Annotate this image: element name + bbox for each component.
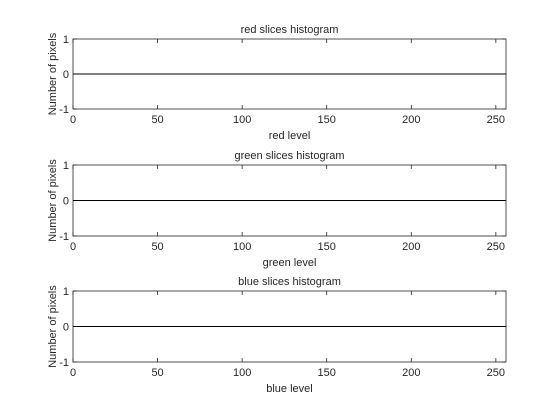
x-tick-label: 200	[402, 367, 420, 379]
y-tick-label: 0	[63, 69, 69, 81]
x-tick-label: 0	[70, 241, 76, 253]
x-tick-label: 50	[151, 241, 163, 253]
x-tick-label: 250	[487, 367, 505, 379]
chart-title: blue slices histogram	[238, 276, 341, 288]
x-tick-label: 50	[151, 114, 163, 126]
y-tick-label: 1	[63, 160, 69, 172]
y-tick-label: -1	[59, 104, 69, 116]
y-tick-label: -1	[59, 357, 69, 369]
x-tick-label: 100	[233, 367, 251, 379]
x-tick-label: 100	[233, 241, 251, 253]
y-tick-label: 0	[63, 322, 69, 334]
x-tick-label: 200	[402, 114, 420, 126]
x-tick-label: 250	[487, 241, 505, 253]
x-axis-label: blue level	[266, 383, 312, 395]
x-tick-label: 150	[318, 114, 336, 126]
chart-title: red slices histogram	[241, 24, 339, 36]
y-tick-label: 1	[63, 34, 69, 46]
x-tick-label: 0	[70, 367, 76, 379]
x-tick-label: 50	[151, 367, 163, 379]
y-tick-label: 1	[63, 286, 69, 298]
x-tick-label: 100	[233, 114, 251, 126]
x-tick-label: 150	[318, 241, 336, 253]
y-axis-label: Number of pixels	[47, 285, 59, 368]
x-tick-label: 200	[402, 241, 420, 253]
x-tick-label: 250	[487, 114, 505, 126]
y-tick-label: -1	[59, 231, 69, 243]
x-axis-label: red level	[269, 130, 311, 142]
x-axis-label: green level	[263, 257, 317, 269]
chart-title: green slices histogram	[234, 150, 344, 162]
x-tick-label: 150	[318, 367, 336, 379]
y-axis-label: Number of pixels	[47, 159, 59, 242]
x-tick-label: 0	[70, 114, 76, 126]
y-tick-label: 0	[63, 196, 69, 208]
y-axis-label: Number of pixels	[47, 32, 59, 115]
